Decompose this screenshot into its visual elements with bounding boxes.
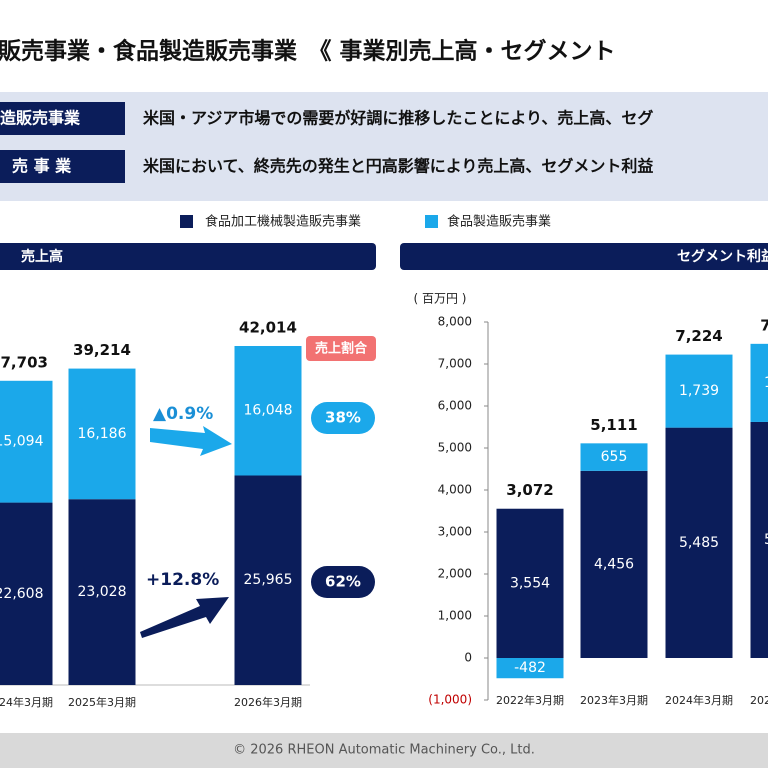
y-tick-label: 8,000 (438, 315, 472, 329)
bar-segment (750, 421, 768, 658)
summary-label-box (0, 102, 125, 135)
bar-segment (234, 346, 302, 476)
y-tick-label: 7,000 (438, 357, 472, 371)
y-tick-label: 4,000 (438, 483, 472, 497)
x-tick-label: 2026年3月期 (234, 695, 302, 709)
bar-value-label: 25,965 (244, 572, 293, 588)
legend-swatch (180, 215, 193, 228)
chart-title: セグメント利益 (677, 248, 768, 265)
x-tick-label: 2024年3月期 (0, 695, 53, 709)
bar-segment (580, 443, 648, 471)
y-tick-label: 0 (464, 651, 472, 665)
y-tick-label: (1,000) (428, 693, 472, 707)
growth-arrow (150, 426, 232, 456)
bar-value-label: 1,860 (764, 375, 768, 391)
x-tick-label: 2024年3月期 (665, 693, 733, 707)
legend-label: 食品加工機械製造販売事業 (205, 214, 361, 230)
share-badge (311, 402, 375, 434)
total-label: 7,480 (760, 316, 768, 334)
bar-segment (68, 368, 136, 500)
y-tick-label: 5,000 (438, 441, 472, 455)
legend-swatch (425, 215, 438, 228)
panel-header (400, 243, 768, 270)
bar-value-label: 16,048 (244, 403, 293, 419)
bar-segment (496, 508, 564, 658)
total-label: 39,214 (73, 341, 131, 359)
summary-label: 造販売事業 (0, 109, 81, 128)
bar-value-label: 3,554 (510, 575, 550, 591)
bar-segment (68, 499, 136, 685)
x-tick-label: 2025年3月期 (68, 695, 136, 709)
footer-band (0, 733, 768, 768)
bar-value-label: 5,620 (764, 532, 768, 548)
total-label: 3,072 (506, 481, 553, 499)
summary-label-box (0, 150, 125, 183)
share-title-box (306, 336, 376, 361)
x-tick-label: 2025年3月期 (750, 693, 768, 707)
bar-segment (665, 427, 733, 658)
bar-value-label: 1,739 (679, 383, 719, 399)
y-tick-label: 2,000 (438, 567, 472, 581)
y-tick-label: 3,000 (438, 525, 472, 539)
bar-value-label: 4,456 (594, 556, 634, 572)
y-tick-label: 1,000 (438, 609, 472, 623)
growth-label: +12.8% (146, 570, 219, 590)
bar-segment (496, 658, 564, 679)
bar-value-label: -482 (514, 660, 546, 676)
bar-value-label: 15,094 (0, 434, 44, 450)
growth-label: ▲0.9% (153, 404, 213, 424)
chart-title: 売上高 (21, 248, 63, 265)
growth-arrow (140, 597, 229, 638)
share-label: 62% (325, 573, 361, 591)
bar-segment (665, 354, 733, 428)
summary-panel (0, 92, 768, 201)
total-label: 7,224 (675, 327, 722, 345)
bar-value-label: 655 (601, 449, 628, 465)
bar-segment (580, 470, 648, 658)
bar-value-label: 22,608 (0, 586, 44, 602)
panel-header (0, 243, 376, 270)
legend-label: 食品製造販売事業 (447, 214, 551, 230)
share-badge (311, 566, 375, 598)
bar-value-label: 5,485 (679, 535, 719, 551)
share-label: 38% (325, 409, 361, 427)
y-axis-label: ( 百万円 ) (414, 292, 467, 306)
slide-title: 販売事業・食品製造販売事業 《 事業別売上高・セグメント (0, 38, 616, 65)
bar-segment (750, 343, 768, 422)
total-label: 42,014 (239, 319, 297, 337)
bar-segment (234, 475, 302, 685)
x-tick-label: 2023年3月期 (580, 693, 648, 707)
bar-value-label: 16,186 (78, 426, 127, 442)
summary-text: 米国・アジア市場での需要が好調に推移したことにより、売上高、セグ (143, 109, 653, 128)
share-title: 売上割合 (315, 341, 368, 357)
bar-value-label: 23,028 (78, 584, 127, 600)
summary-text: 米国において、終売先の発生と円高影響により売上高、セグメント利益 (143, 157, 653, 176)
bar-segment (0, 380, 53, 503)
y-tick-label: 6,000 (438, 399, 472, 413)
summary-label: 売 事 業 (12, 157, 72, 176)
footer-text: © 2026 RHEON Automatic Machinery Co., Lt… (233, 743, 535, 758)
total-label: 37,703 (0, 353, 48, 371)
bar-segment (0, 502, 53, 685)
total-label: 5,111 (590, 416, 637, 434)
x-tick-label: 2022年3月期 (496, 693, 564, 707)
